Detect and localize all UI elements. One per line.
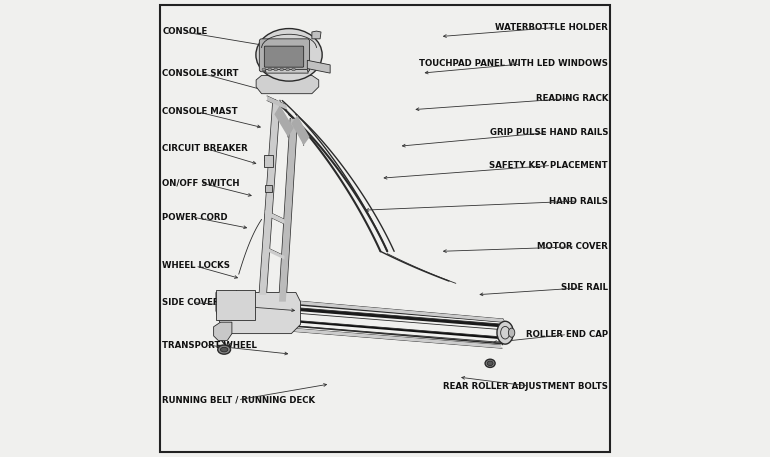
Text: GRIP PULSE HAND RAILS: GRIP PULSE HAND RAILS [490, 128, 608, 137]
Text: RUNNING BELT / RUNNING DECK: RUNNING BELT / RUNNING DECK [162, 395, 316, 404]
Polygon shape [232, 303, 500, 327]
Polygon shape [274, 105, 293, 137]
Text: CONSOLE SKIRT: CONSOLE SKIRT [162, 69, 239, 78]
Ellipse shape [280, 68, 283, 71]
Text: CONSOLE: CONSOLE [162, 27, 208, 37]
Ellipse shape [497, 321, 514, 344]
Polygon shape [216, 290, 255, 320]
Text: READING RACK: READING RACK [535, 94, 608, 103]
Text: CONSOLE MAST: CONSOLE MAST [162, 107, 238, 117]
FancyBboxPatch shape [264, 46, 303, 67]
Text: CIRCUIT BREAKER: CIRCUIT BREAKER [162, 144, 248, 153]
Polygon shape [266, 69, 308, 73]
Ellipse shape [274, 68, 278, 71]
Text: POWER CORD: POWER CORD [162, 213, 228, 222]
Ellipse shape [508, 328, 515, 337]
Text: WHEEL LOCKS: WHEEL LOCKS [162, 261, 230, 271]
Polygon shape [312, 31, 321, 39]
Ellipse shape [292, 68, 296, 71]
Polygon shape [267, 96, 286, 110]
Text: TOUCHPAD PANEL WITH LED WINDOWS: TOUCHPAD PANEL WITH LED WINDOWS [419, 59, 608, 69]
Ellipse shape [268, 68, 272, 71]
Polygon shape [266, 247, 284, 260]
Ellipse shape [487, 361, 493, 366]
Polygon shape [256, 75, 319, 94]
Text: SAFETY KEY PLACEMENT: SAFETY KEY PLACEMENT [490, 161, 608, 170]
Polygon shape [291, 115, 310, 145]
Text: ROLLER END CAP: ROLLER END CAP [526, 330, 608, 339]
FancyBboxPatch shape [259, 39, 310, 72]
Polygon shape [264, 155, 273, 167]
Text: SIDE RAIL: SIDE RAIL [561, 283, 608, 292]
Polygon shape [227, 295, 504, 322]
Polygon shape [213, 322, 232, 340]
Polygon shape [259, 101, 280, 295]
Polygon shape [233, 324, 502, 348]
Ellipse shape [220, 347, 228, 352]
Text: REAR ROLLER ADJUSTMENT BOLTS: REAR ROLLER ADJUSTMENT BOLTS [443, 382, 608, 391]
Polygon shape [265, 185, 272, 192]
Ellipse shape [262, 68, 266, 71]
Text: MOTOR COVER: MOTOR COVER [537, 242, 608, 251]
Polygon shape [216, 292, 300, 334]
Polygon shape [307, 60, 330, 73]
Text: TRANSPORT WHEEL: TRANSPORT WHEEL [162, 340, 257, 350]
Text: WATERBOTTLE HOLDER: WATERBOTTLE HOLDER [495, 23, 608, 32]
Text: SIDE COVER: SIDE COVER [162, 298, 220, 307]
Ellipse shape [218, 345, 230, 354]
Text: HAND RAILS: HAND RAILS [549, 197, 608, 206]
Polygon shape [232, 315, 500, 339]
Polygon shape [266, 210, 284, 224]
Polygon shape [279, 119, 297, 302]
Text: ON/OFF SWITCH: ON/OFF SWITCH [162, 178, 240, 187]
Ellipse shape [485, 359, 495, 367]
Ellipse shape [286, 68, 290, 71]
Ellipse shape [256, 28, 322, 81]
